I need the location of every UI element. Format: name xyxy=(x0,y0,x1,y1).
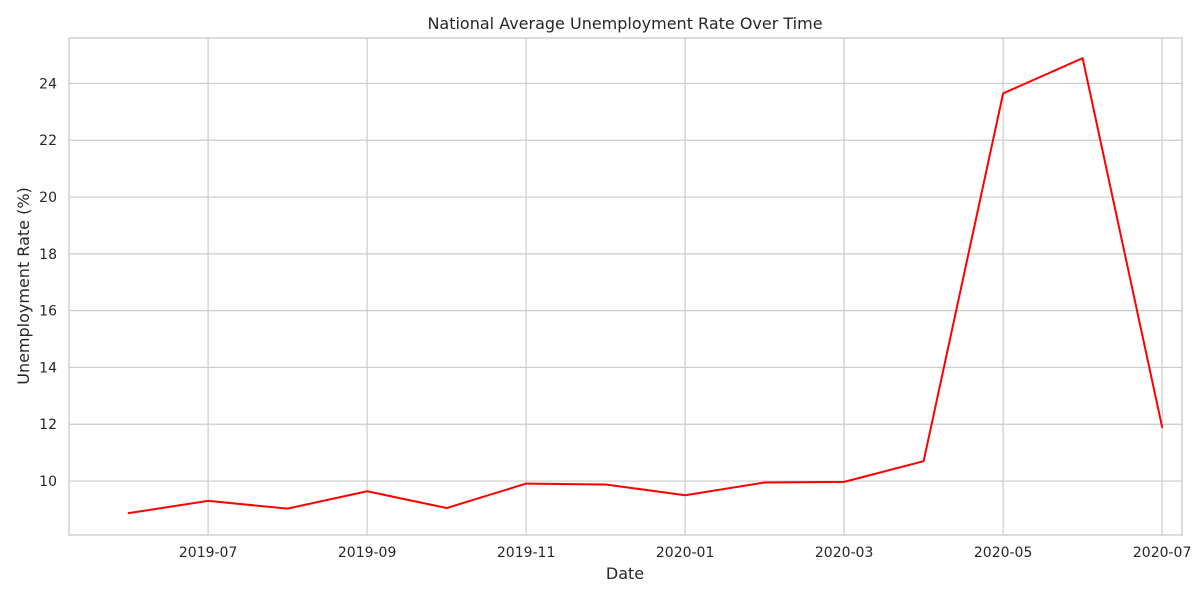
x-tick-label: 2020-03 xyxy=(815,545,874,561)
x-tick-label: 2020-07 xyxy=(1133,545,1192,561)
x-tick-label: 2019-11 xyxy=(497,545,556,561)
series-layer xyxy=(127,57,1164,515)
y-tick-label: 24 xyxy=(39,76,57,92)
x-tick-label: 2019-09 xyxy=(338,545,397,561)
plot-frame xyxy=(68,37,1183,536)
x-tick-label: 2020-05 xyxy=(974,545,1033,561)
y-tick-label: 22 xyxy=(39,133,57,149)
y-tick-label: 16 xyxy=(39,304,57,320)
y-tick-label: 20 xyxy=(39,190,57,206)
y-tick-label: 10 xyxy=(39,474,57,490)
x-axis-ticks: 2019-07 2019-09 2019-11 2020-01 2020-03 2020-… xyxy=(179,545,1192,561)
x-axis-label: Date xyxy=(606,564,644,583)
x-tick-label: 2020-01 xyxy=(656,545,715,561)
y-tick-label: 18 xyxy=(39,247,57,263)
y-tick-label: 12 xyxy=(39,417,57,433)
y-axis-label: Unemployment Rate (%) xyxy=(14,187,33,385)
y-tick-label: 14 xyxy=(39,360,57,376)
y-axis-ticks: 10 12 14 16 18 20 22 24 xyxy=(39,76,57,490)
series-line-national-average xyxy=(127,57,1164,515)
chart-title: National Average Unemployment Rate Over … xyxy=(427,14,822,33)
x-tick-label: 2019-07 xyxy=(179,545,238,561)
grid xyxy=(69,38,1182,535)
